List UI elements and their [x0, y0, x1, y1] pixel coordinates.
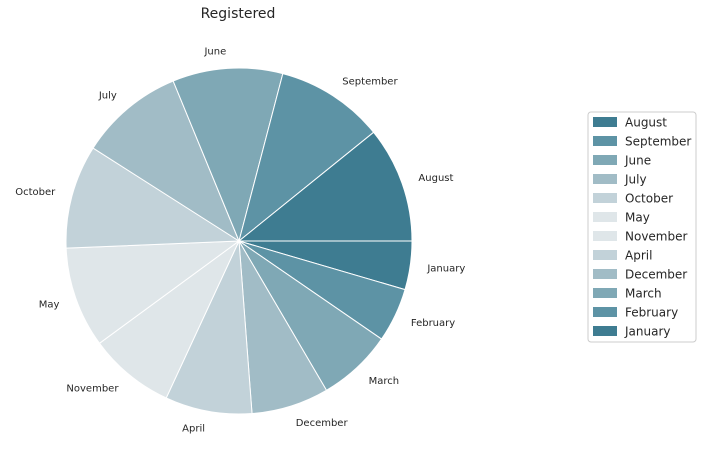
- chart-title: Registered: [201, 6, 276, 22]
- slice-labels: January February March December April Novembe…: [15, 47, 465, 435]
- slice-label-february: February: [411, 318, 455, 329]
- legend-swatch-march: [593, 288, 617, 298]
- slice-label-september: September: [342, 77, 398, 88]
- legend-swatch-may: [593, 212, 617, 222]
- slice-label-march: March: [369, 376, 399, 387]
- pie-slice-may: [65, 240, 241, 344]
- legend-label-january: January: [624, 325, 671, 339]
- slice-label-july: July: [98, 91, 117, 102]
- legend-frame: [587, 111, 697, 343]
- legend-swatch-january: [593, 326, 617, 336]
- legend-swatch-november: [593, 231, 617, 241]
- legend-label-april: April: [625, 249, 652, 263]
- slice-label-april: April: [182, 424, 205, 435]
- legend-swatch-october: [593, 193, 617, 203]
- legend-label-december: December: [625, 268, 687, 282]
- legend-label-august: August: [625, 116, 667, 130]
- pie-slice-july: [92, 80, 241, 243]
- legend-swatch-june: [593, 155, 617, 165]
- slice-label-june: June: [203, 47, 226, 58]
- legend-label-november: November: [625, 230, 687, 244]
- pie-slice-august: [237, 131, 413, 242]
- legend-swatch-december: [593, 269, 617, 279]
- slice-label-november: November: [66, 384, 119, 395]
- slice-label-january: January: [426, 264, 465, 275]
- legend-label-march: March: [625, 287, 662, 301]
- slice-label-october: October: [15, 187, 56, 198]
- legend-label-july: July: [624, 173, 647, 187]
- pie-slice-september: [238, 73, 375, 243]
- legend-label-june: June: [624, 154, 651, 168]
- pie-slice-october: [65, 147, 241, 249]
- slice-label-december: December: [296, 418, 349, 429]
- legend-label-september: September: [625, 135, 691, 149]
- slice-label-may: May: [39, 299, 60, 310]
- pie-slices: [65, 67, 413, 415]
- slice-label-august: August: [418, 173, 453, 184]
- legend-label-october: October: [625, 192, 673, 206]
- legend-swatch-april: [593, 250, 617, 260]
- pie-slice-april: [165, 239, 253, 415]
- legend-swatch-august: [593, 117, 617, 127]
- legend-swatch-september: [593, 136, 617, 146]
- legend-label-may: May: [625, 211, 650, 225]
- legend-swatch-july: [593, 174, 617, 184]
- pie-slice-june: [172, 67, 284, 243]
- legend: August September June July October May Novembe…: [587, 111, 697, 343]
- legend-swatch-february: [593, 307, 617, 317]
- legend-label-february: February: [625, 306, 678, 320]
